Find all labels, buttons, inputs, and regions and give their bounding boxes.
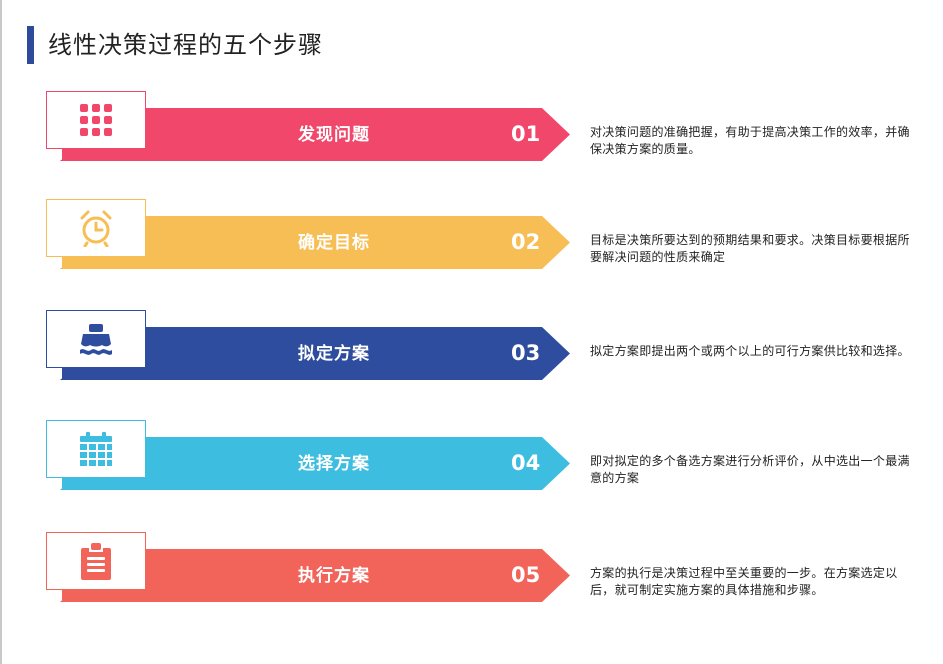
step-number: 02 <box>511 230 541 254</box>
step-ribbon <box>62 437 570 490</box>
step-label: 执行方案 <box>298 566 370 586</box>
clipboard-icon <box>81 543 111 580</box>
step-2: 确定目标 02 目标是决策所要达到的预期结果和要求。决策目标要根据所要解决问题的… <box>0 199 943 271</box>
step-ribbon <box>62 108 570 161</box>
step-description: 拟定方案即提出两个或两个以上的可行方案供比较和选择。 <box>590 344 910 358</box>
icon-box <box>46 420 146 478</box>
step-3: 拟定方案 03 拟定方案即提出两个或两个以上的可行方案供比较和选择。 <box>0 310 943 382</box>
step-description: 目标是决策所要达到的预期结果和要求。决策目标要根据所要解决问题的性质来确定 <box>590 233 910 264</box>
step-label: 选择方案 <box>298 454 370 474</box>
step-number: 01 <box>511 122 541 146</box>
icon-box <box>46 310 146 368</box>
step-label: 发现问题 <box>298 125 370 145</box>
step-description: 即对拟定的多个备选方案进行分析评价，从中选出一个最满意的方案 <box>590 454 910 485</box>
left-edge-line <box>0 0 2 664</box>
icon-box <box>46 199 146 257</box>
alarm-clock-icon <box>80 210 112 247</box>
step-1: 发现问题 01 对决策问题的准确把握，有助于提高决策工作的效率，并确保决策方案的… <box>0 91 943 163</box>
calendar-icon <box>80 432 112 466</box>
step-description: 对决策问题的准确把握，有助于提高决策工作的效率，并确保决策方案的质量。 <box>590 125 910 156</box>
page-title: 线性决策过程的五个步骤 <box>48 31 323 59</box>
step-number: 05 <box>511 563 541 587</box>
icon-box <box>46 91 146 149</box>
step-ribbon <box>62 327 570 380</box>
step-number: 04 <box>511 451 541 475</box>
step-5: 执行方案 05 方案的执行是决策过程中至关重要的一步。在方案选定以后，就可制定实… <box>0 532 943 604</box>
grid-icon <box>80 104 112 136</box>
title-accent-bar <box>27 26 34 64</box>
step-ribbon <box>62 549 570 602</box>
step-description: 方案的执行是决策过程中至关重要的一步。在方案选定以后，就可制定实施方案的具体措施… <box>590 566 898 597</box>
step-4: 选择方案 04 即对拟定的多个备选方案进行分析评价，从中选出一个最满意的方案 <box>0 420 943 492</box>
step-number: 03 <box>511 341 541 365</box>
step-label: 确定目标 <box>298 233 370 253</box>
step-ribbon <box>62 216 570 269</box>
step-label: 拟定方案 <box>298 344 370 364</box>
ship-icon <box>80 324 112 355</box>
icon-box <box>46 532 146 590</box>
